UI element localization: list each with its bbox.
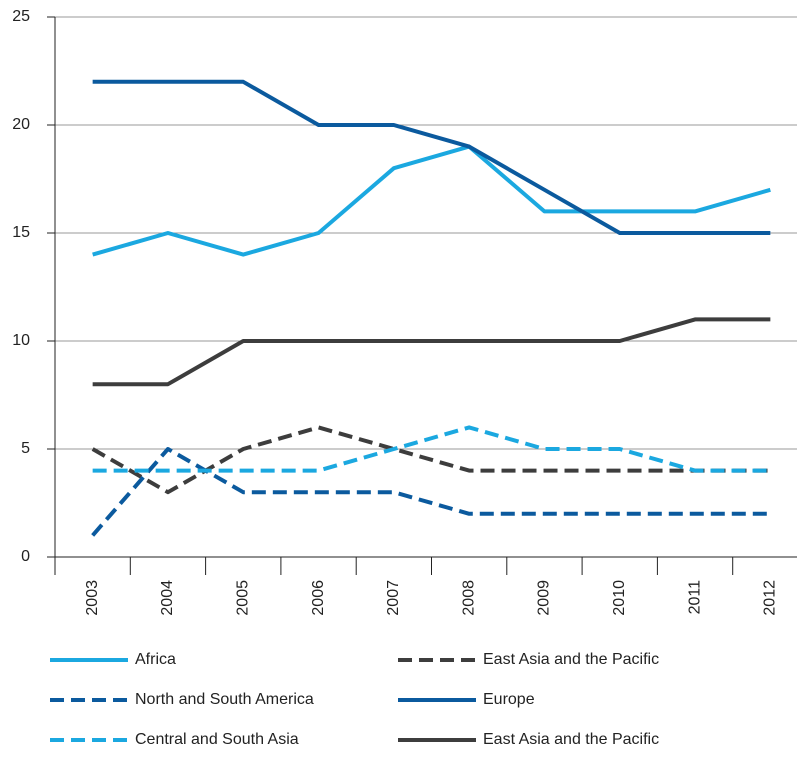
x-tick-label: 2010 bbox=[611, 580, 628, 616]
x-tick-label: 2005 bbox=[234, 580, 251, 616]
legend-label: Europe bbox=[483, 691, 535, 708]
series-line bbox=[92, 79, 771, 235]
x-tick-label: 2003 bbox=[84, 580, 101, 616]
series-line bbox=[92, 144, 771, 257]
series-line bbox=[92, 425, 771, 473]
y-tick-label: 0 bbox=[21, 548, 30, 565]
series-line bbox=[92, 317, 771, 387]
legend-label: East Asia and the Pacific bbox=[483, 731, 659, 748]
legend-label: North and South America bbox=[135, 691, 314, 708]
x-tick-label: 2007 bbox=[385, 580, 402, 616]
series-line bbox=[91, 447, 771, 537]
legend-label: Africa bbox=[135, 651, 176, 668]
legend-label: Central and South Asia bbox=[135, 731, 299, 748]
y-tick-label: 20 bbox=[12, 116, 30, 133]
x-tick-label: 2006 bbox=[310, 580, 327, 616]
x-tick-label: 2009 bbox=[536, 580, 553, 616]
x-tick-label: 2008 bbox=[460, 580, 477, 616]
y-tick-label: 5 bbox=[21, 440, 30, 457]
y-tick-label: 10 bbox=[12, 332, 30, 349]
y-tick-label: 25 bbox=[12, 8, 30, 25]
legend-label: East Asia and the Pacific bbox=[483, 651, 659, 668]
x-tick-label: 2012 bbox=[762, 580, 779, 616]
y-tick-label: 15 bbox=[12, 224, 30, 241]
x-tick-label: 2011 bbox=[686, 580, 703, 615]
x-tick-label: 2004 bbox=[159, 580, 176, 616]
